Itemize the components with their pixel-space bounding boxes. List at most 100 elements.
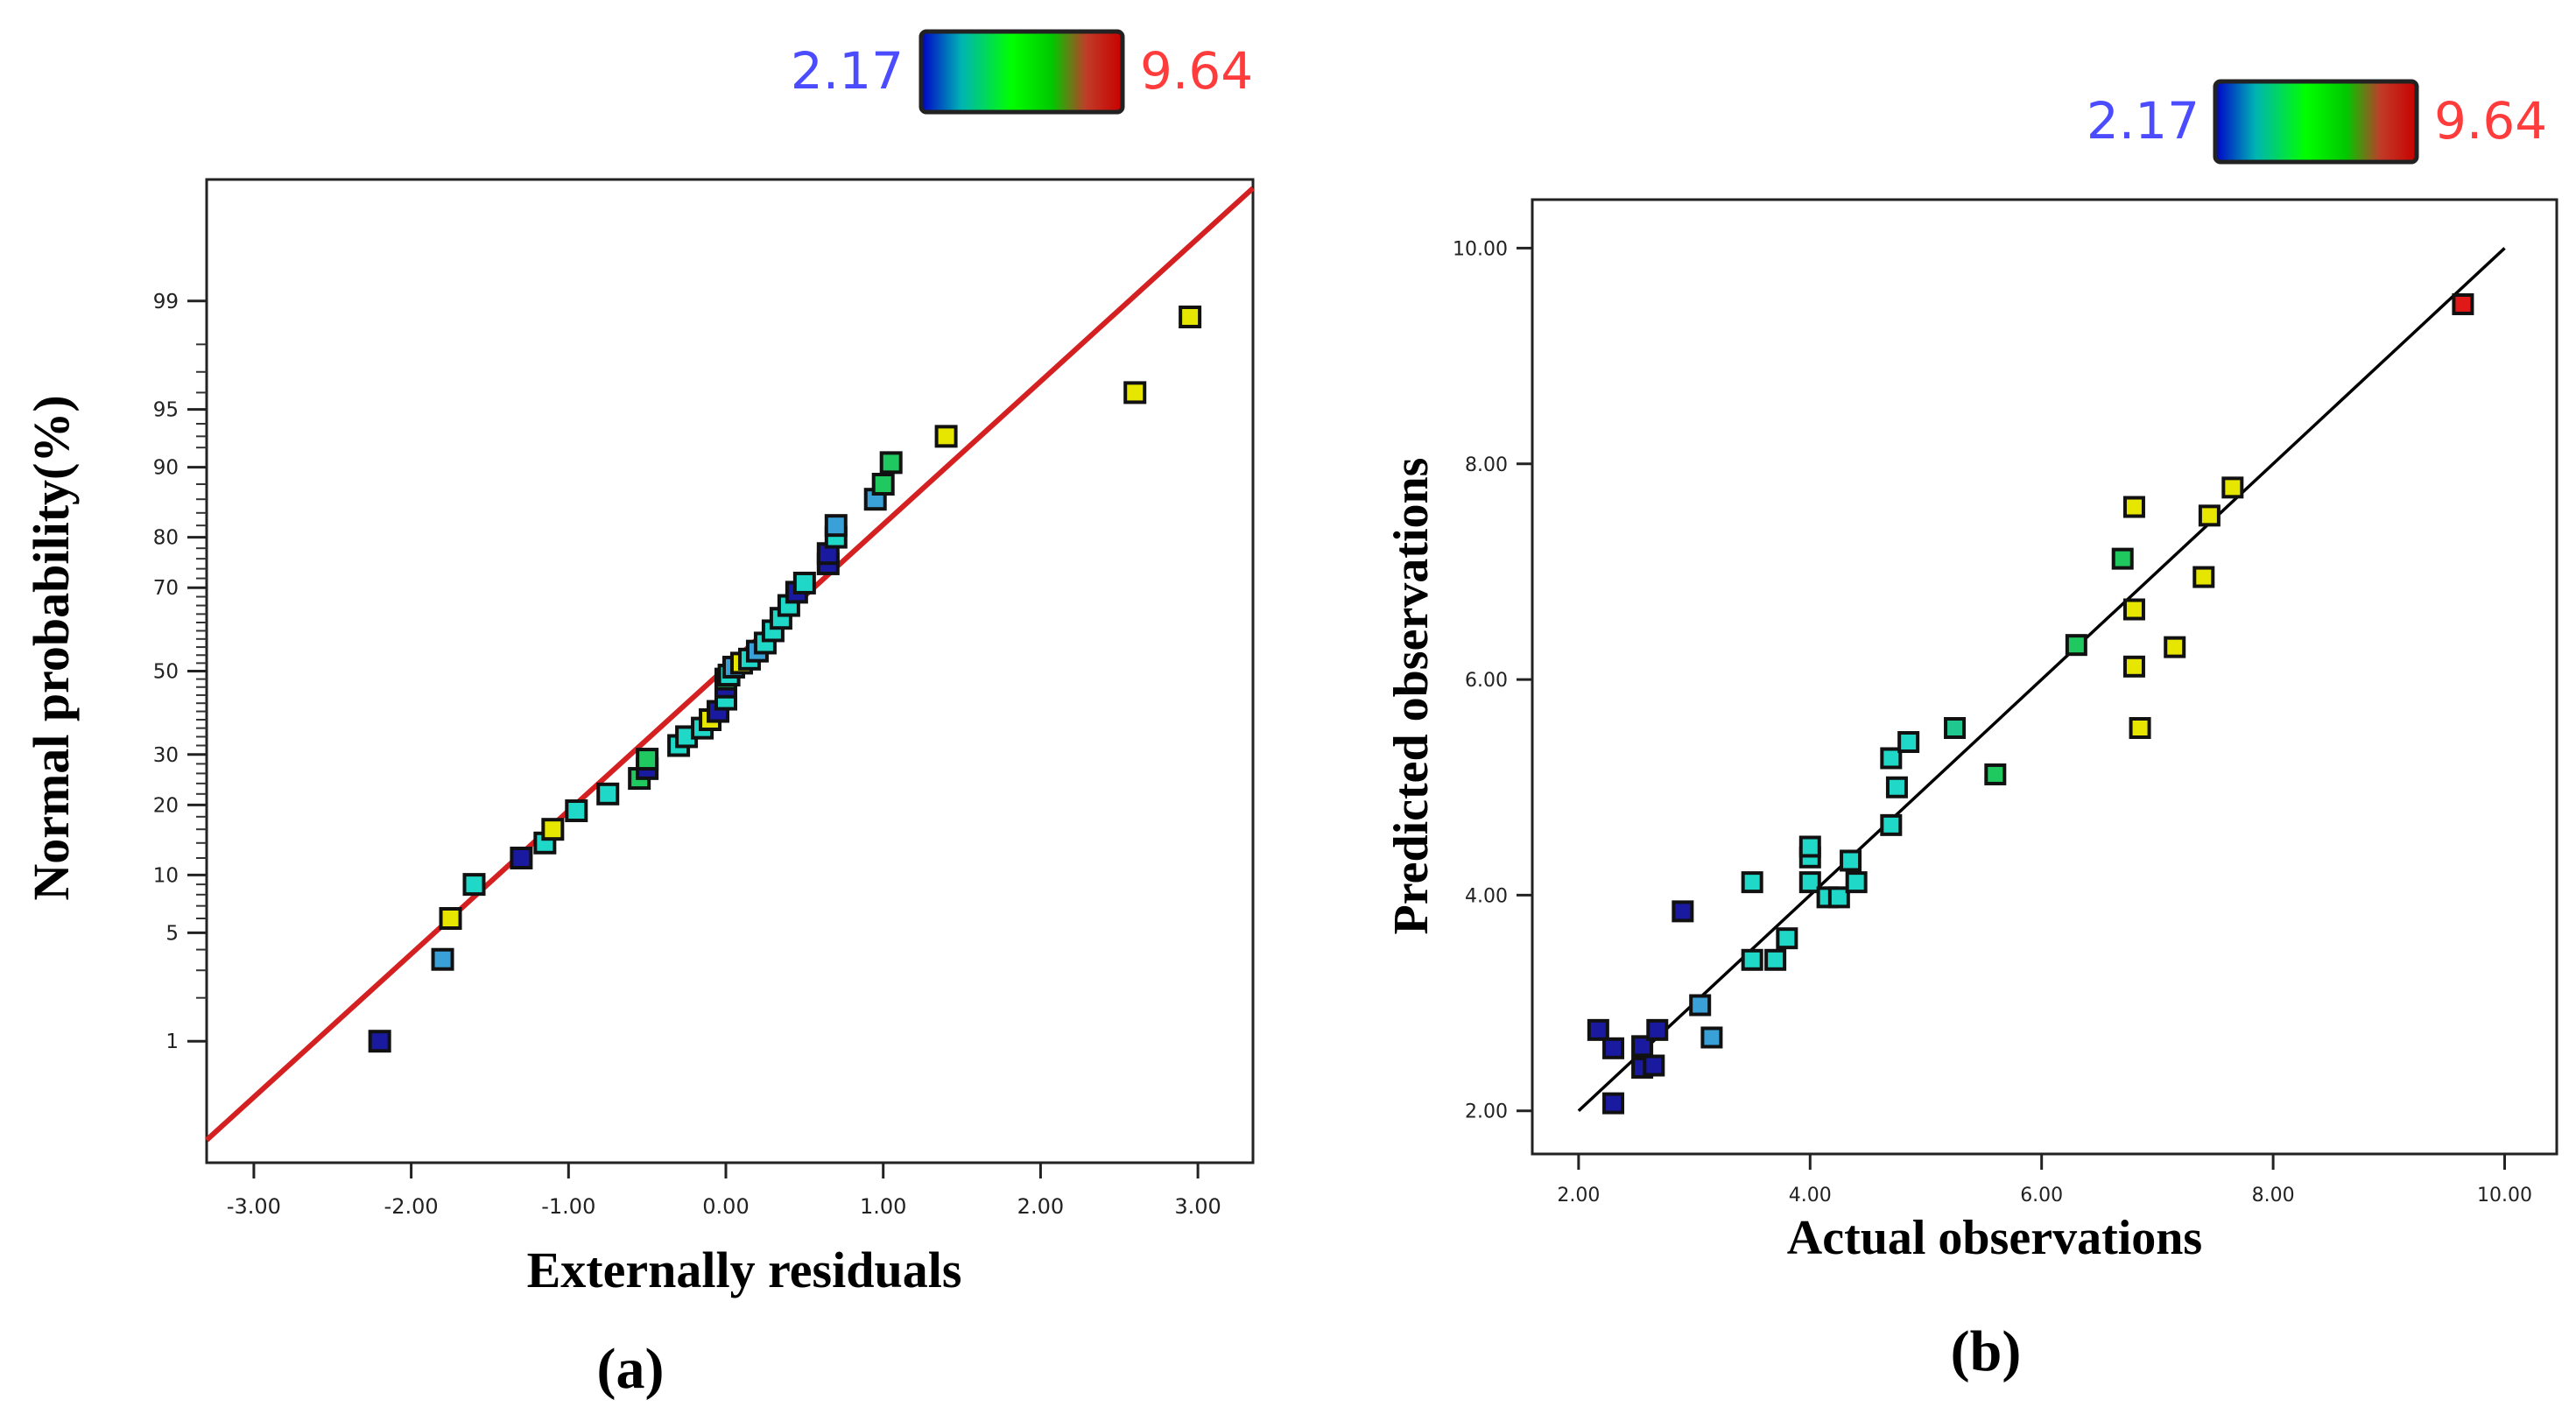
chart-a: 1 5 10 20 30 50 70 80 90 95 99 -3.00 -2.00 -1.00 0.00… xyxy=(23,178,1256,1401)
chart-b-point-5 xyxy=(1643,1054,1665,1077)
chart-a-x-tick-label-5: 2.00 xyxy=(1017,1194,1064,1219)
chart-a-point-34 xyxy=(824,514,848,538)
chart-b-point-13 xyxy=(1776,927,1798,950)
chart-b-point-20 xyxy=(1845,871,1868,894)
chart-a-point-38 xyxy=(934,425,958,448)
chart-b-point-2 xyxy=(1602,1092,1625,1115)
chart-a-x-tick-label-4: 1.00 xyxy=(860,1194,906,1219)
chart-b-point-9 xyxy=(1700,1026,1723,1049)
chart-b-point-22 xyxy=(1880,747,1903,770)
chart-b-point-16 xyxy=(1798,835,1821,858)
colorbar-a-max-label: 9.64 xyxy=(1140,41,1253,101)
chart-b-point-18 xyxy=(1827,886,1850,909)
chart-a-point-7 xyxy=(565,799,588,823)
chart-a-y-axis: 1 5 10 20 30 50 70 80 90 95 99 xyxy=(153,291,207,1053)
chart-a-point-11 xyxy=(636,748,659,771)
chart-b-x-tick-label-1: 4.00 xyxy=(1789,1185,1832,1206)
chart-b-point-8 xyxy=(1689,994,1712,1017)
chart-a-x-axis: -3.00 -2.00 -1.00 0.00 1.00 2.00 3.00 xyxy=(227,1163,1221,1219)
chart-a-point-3 xyxy=(462,873,486,897)
chart-b-point-29 xyxy=(2122,496,2145,518)
chart-a-point-36 xyxy=(871,473,895,496)
chart-b-x-tick-label-4: 10.00 xyxy=(2477,1185,2532,1206)
chart-b-points xyxy=(1587,292,2474,1115)
chart-b-point-21 xyxy=(1880,813,1903,836)
chart-b-x-axis-label: Actual observations xyxy=(1787,1211,2202,1265)
chart-b-x-tick-label-2: 6.00 xyxy=(2020,1185,2063,1206)
chart-b-x-axis: 2.00 4.00 6.00 8.00 10.00 xyxy=(1557,1154,2532,1206)
chart-b-point-14 xyxy=(1798,871,1821,894)
chart-a-x-tick-label-6: 3.00 xyxy=(1174,1194,1221,1219)
chart-b-point-26 xyxy=(1984,763,2007,785)
chart-a-y-tick-label-0: 1 xyxy=(165,1031,179,1053)
colorbar-b-max-label: 9.64 xyxy=(2434,91,2547,151)
chart-a-y-tick-label-8: 90 xyxy=(153,457,179,480)
chart-a-point-30 xyxy=(792,571,816,594)
chart-b-subtitle: (b) xyxy=(1951,1319,2022,1383)
chart-a-point-8 xyxy=(596,782,620,805)
chart-a-subtitle: (a) xyxy=(597,1337,665,1401)
chart-b-point-11 xyxy=(1741,871,1763,894)
chart-b-y-tick-label-0: 2.00 xyxy=(1465,1101,1508,1123)
chart-b-point-31 xyxy=(2122,655,2145,678)
chart-a-y-tick-label-4: 30 xyxy=(153,744,179,767)
chart-b-y-tick-label-3: 8.00 xyxy=(1465,454,1508,476)
colorbar-a-min-label: 2.17 xyxy=(791,41,904,101)
chart-b-point-6 xyxy=(1646,1018,1669,1041)
chart-a-x-tick-label-0: -3.00 xyxy=(227,1194,281,1219)
chart-a-y-tick-label-6: 70 xyxy=(153,577,179,600)
chart-b-y-tick-label-1: 4.00 xyxy=(1465,885,1508,907)
chart-a-x-tick-label-2: -1.00 xyxy=(541,1194,595,1219)
colorbar-a: 2.17 9.64 xyxy=(791,29,1253,115)
chart-a-point-4 xyxy=(510,846,533,869)
chart-b-point-0 xyxy=(1587,1018,1609,1041)
chart-a-point-2 xyxy=(439,907,462,931)
chart-a-y-tick-label-9: 95 xyxy=(153,399,179,422)
chart-b-point-37 xyxy=(2452,292,2474,315)
chart-b-point-19 xyxy=(1840,849,1862,872)
chart-b-point-25 xyxy=(1944,717,1967,740)
chart-a-x-tick-label-3: 0.00 xyxy=(702,1194,749,1219)
chart-b-point-12 xyxy=(1764,948,1787,971)
chart-b-point-32 xyxy=(2129,717,2151,740)
colorbar-a-gradient xyxy=(918,29,1125,115)
chart-a-y-tick-label-7: 80 xyxy=(153,527,179,550)
chart-b-point-23 xyxy=(1885,776,1908,798)
chart-b-point-3 xyxy=(1631,1035,1654,1058)
chart-b-point-1 xyxy=(1602,1037,1625,1059)
chart-a-points xyxy=(368,305,1202,1053)
chart-a-point-37 xyxy=(879,451,903,475)
chart-b-point-35 xyxy=(2198,504,2221,527)
chart-b-y-axis-label: Predicted observations xyxy=(1384,458,1439,935)
chart-b-point-27 xyxy=(2065,634,2087,657)
chart-b-point-7 xyxy=(1672,900,1694,923)
chart-b-point-36 xyxy=(2221,476,2244,499)
chart-b-reference-line xyxy=(1577,247,2506,1113)
chart-b-y-tick-label-4: 10.00 xyxy=(1453,238,1508,260)
chart-a-point-40 xyxy=(1179,305,1202,328)
chart-a-y-tick-label-10: 99 xyxy=(153,291,179,313)
chart-a-y-axis-label: Normal probability(%) xyxy=(23,395,80,900)
chart-b-x-tick-label-0: 2.00 xyxy=(1557,1185,1600,1206)
chart-b: 2.00 4.00 6.00 8.00 10.00 2.00 4.00 6.00 8.00 10… xyxy=(1384,198,2558,1383)
chart-a-point-39 xyxy=(1123,381,1147,405)
chart-b-point-30 xyxy=(2122,598,2145,621)
chart-a-y-tick-label-3: 20 xyxy=(153,794,179,817)
chart-b-point-34 xyxy=(2192,566,2215,588)
chart-b-point-33 xyxy=(2164,636,2186,658)
chart-b-y-tick-label-2: 6.00 xyxy=(1465,670,1508,692)
chart-a-point-6 xyxy=(541,818,565,841)
chart-b-point-28 xyxy=(2111,547,2134,570)
chart-a-point-0 xyxy=(368,1030,391,1053)
chart-a-y-tick-label-1: 5 xyxy=(165,922,179,945)
colorbar-b-gradient xyxy=(2213,79,2419,165)
chart-a-y-tick-label-5: 50 xyxy=(153,661,179,684)
colorbar-b: 2.17 9.64 xyxy=(2087,79,2547,165)
chart-a-point-1 xyxy=(431,947,454,971)
chart-a-x-axis-label: Externally residuals xyxy=(527,1242,962,1298)
chart-a-y-tick-label-2: 10 xyxy=(153,864,179,887)
chart-a-x-tick-label-1: -2.00 xyxy=(384,1194,439,1219)
chart-b-x-tick-label-3: 8.00 xyxy=(2252,1185,2295,1206)
colorbar-b-min-label: 2.17 xyxy=(2087,91,2199,151)
